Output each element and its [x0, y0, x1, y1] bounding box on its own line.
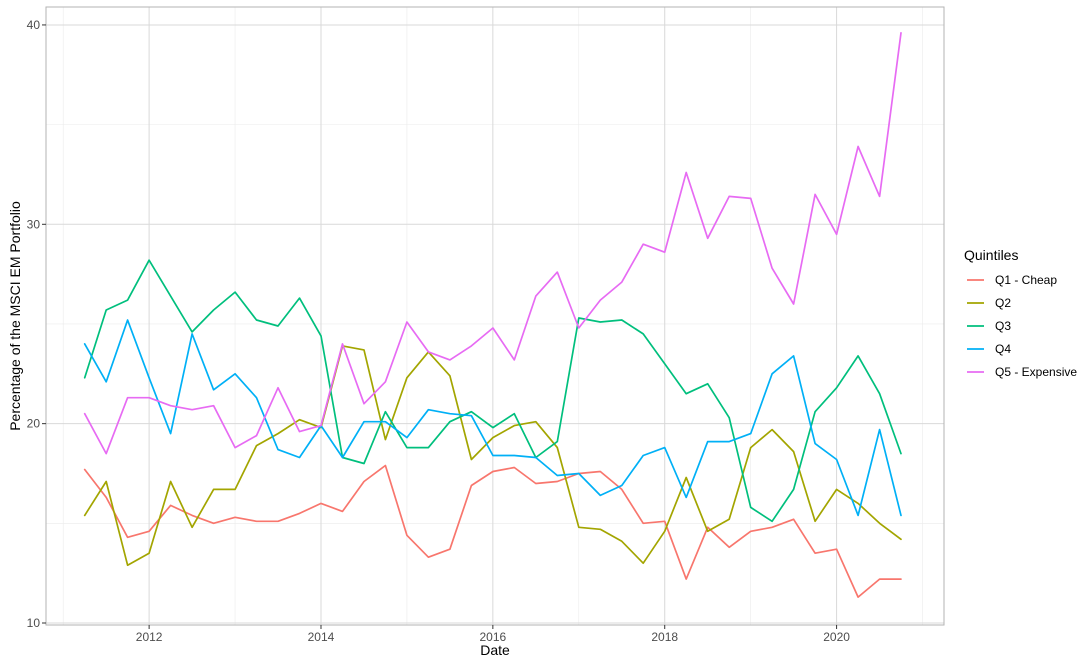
y-tick-label: 40 [27, 18, 41, 32]
x-tick-label: 2018 [651, 630, 678, 644]
y-tick-label: 20 [27, 417, 41, 431]
x-tick-label: 2016 [480, 630, 507, 644]
legend-label-q5: Q5 - Expensive [995, 365, 1077, 379]
legend: Quintiles Q1 - Cheap Q2 Q3 Q4 Q5 - Expensive [964, 247, 1077, 379]
series-line-q4 [83, 319, 902, 517]
x-axis: 2012 2014 2016 2018 2020 [136, 625, 850, 644]
x-axis-title: Date [480, 642, 510, 658]
panel-border [45, 6, 945, 626]
series-line-q5 [83, 32, 902, 455]
y-tick-label: 30 [27, 217, 41, 231]
legend-items: Q1 - Cheap Q2 Q3 Q4 Q5 - Expensive [967, 273, 1077, 379]
legend-label-q4: Q4 [995, 342, 1011, 356]
legend-title: Quintiles [964, 247, 1018, 263]
y-axis-title: Percentage of the MSCI EM Portfolio [7, 201, 23, 431]
minor-gridlines [46, 7, 944, 625]
y-tick-label: 10 [27, 616, 41, 630]
legend-label-q3: Q3 [995, 319, 1011, 333]
x-tick-label: 2014 [308, 630, 335, 644]
series-line-q2 [83, 345, 902, 567]
y-axis: 10 20 30 40 [27, 18, 46, 630]
series-line-q1 [83, 464, 902, 598]
legend-label-q2: Q2 [995, 296, 1011, 310]
x-tick-label: 2012 [136, 630, 163, 644]
series-lines [83, 32, 902, 598]
x-tick-label: 2020 [823, 630, 850, 644]
series-line-q3 [83, 259, 902, 523]
legend-label-q1: Q1 - Cheap [995, 273, 1057, 287]
